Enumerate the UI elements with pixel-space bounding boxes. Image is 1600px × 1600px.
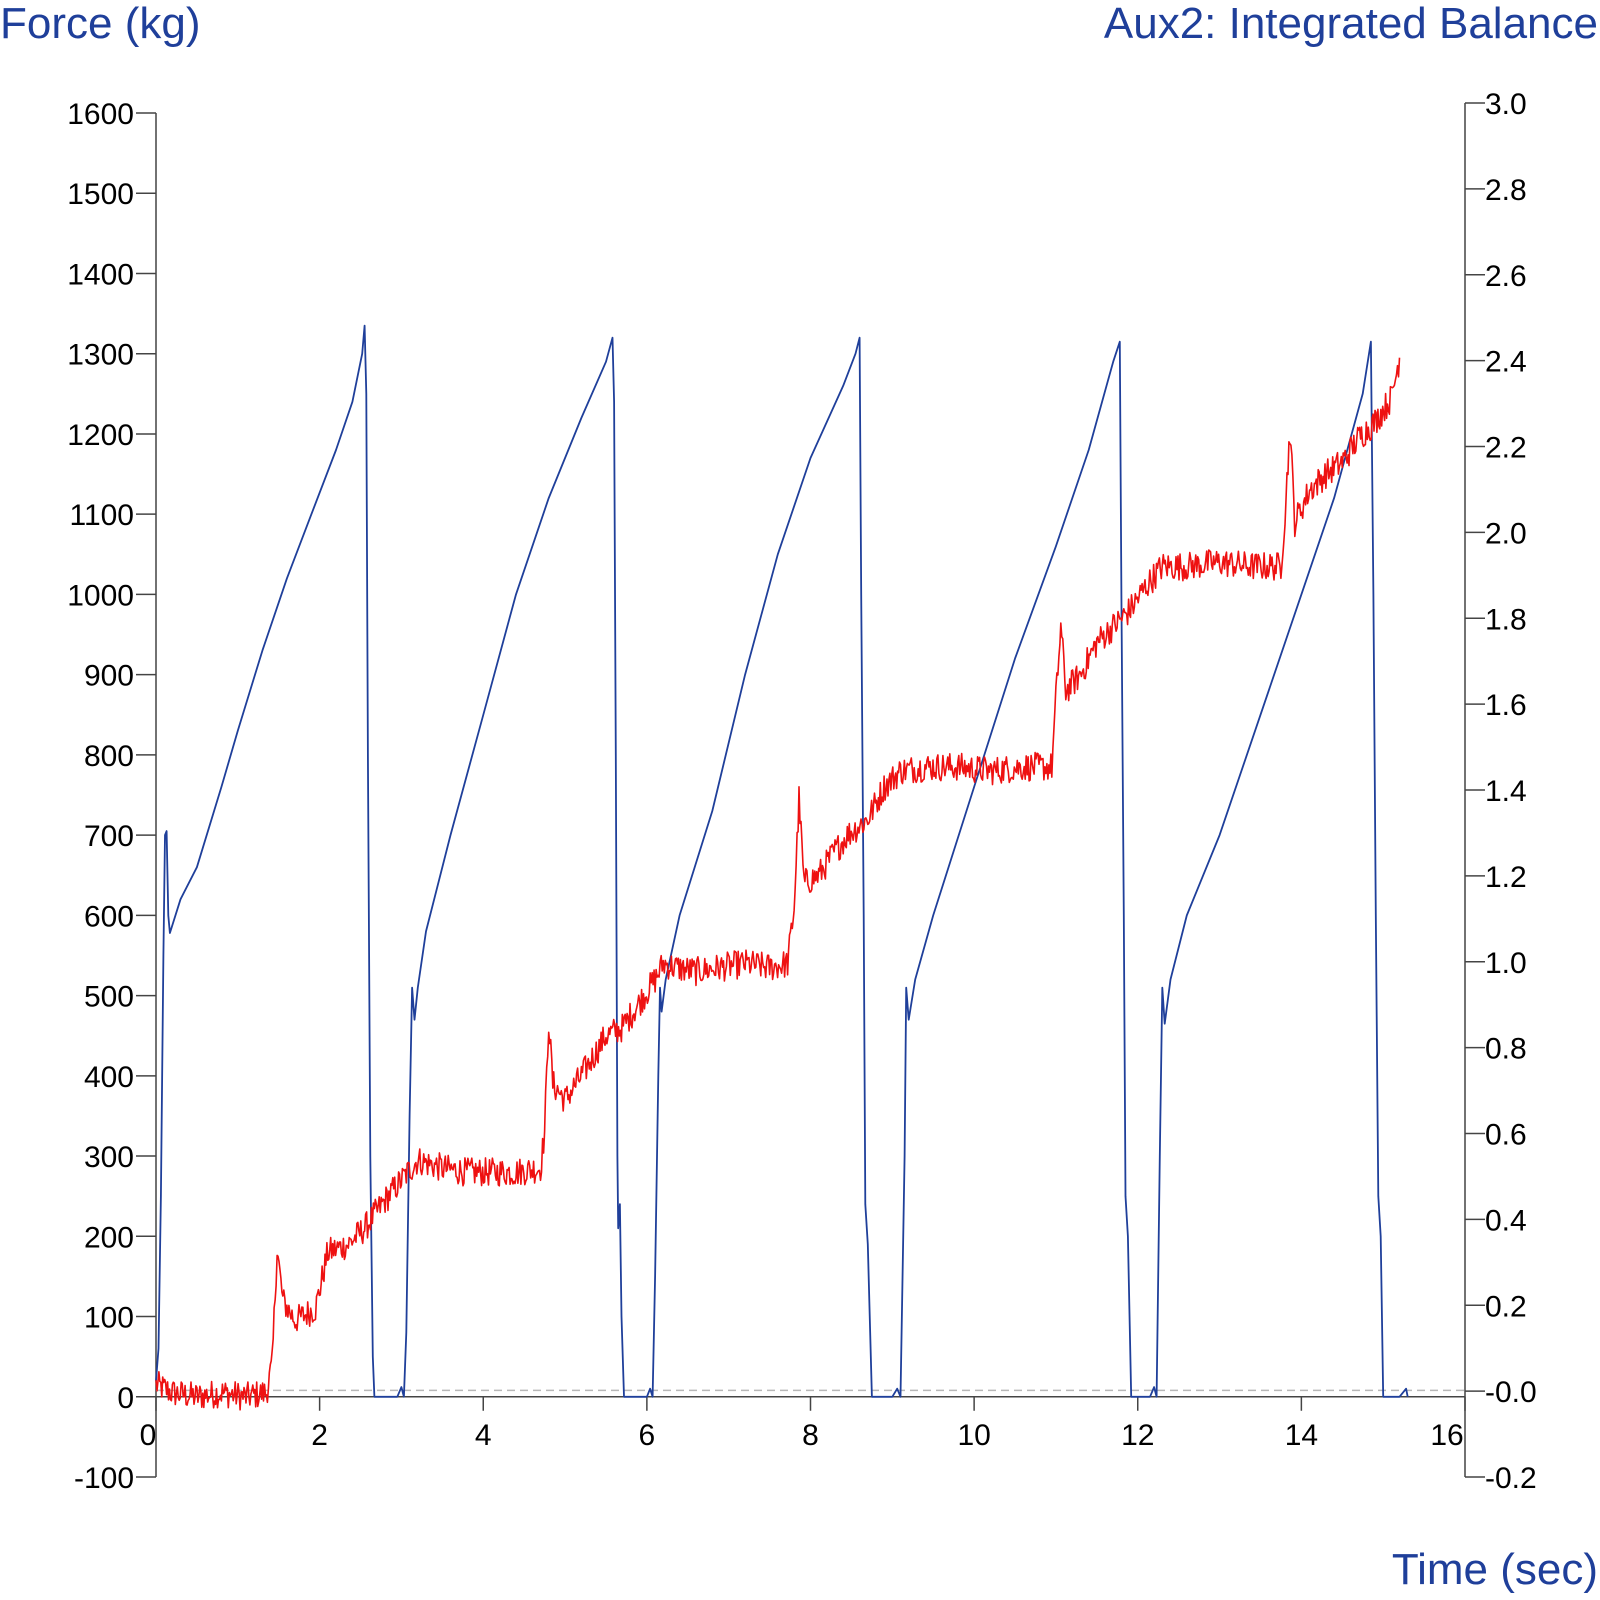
- y-left-tick-label: 1400: [67, 258, 134, 291]
- ticks: -100010020030040050060070080090010001100…: [67, 88, 1536, 1495]
- series-group: [155, 324, 1409, 1411]
- y-right-tick-label: 1.4: [1485, 775, 1527, 808]
- y-left-tick-label: 800: [84, 740, 134, 773]
- y-right-tick-label: 2.2: [1485, 432, 1527, 465]
- y-right-tick-label: 2.6: [1485, 260, 1527, 293]
- x-tick-label: 0: [140, 1419, 157, 1452]
- y-right-tick-label: 2.4: [1485, 346, 1527, 379]
- y-left-tick-label: 100: [84, 1302, 134, 1335]
- x-tick-label: 2: [311, 1419, 328, 1452]
- x-tick-label: 12: [1121, 1419, 1154, 1452]
- x-tick-label: 16: [1430, 1419, 1463, 1452]
- x-tick-label: 8: [802, 1419, 819, 1452]
- y-left-tick-label: 600: [84, 900, 134, 933]
- y-right-tick-label: -0.0: [1485, 1376, 1537, 1409]
- y-left-tick-label: 1500: [67, 178, 134, 211]
- y-left-tick-label: 1200: [67, 419, 134, 452]
- y-right-tick-label: 0.2: [1485, 1290, 1527, 1323]
- y-axis-right-title: Aux2: Integrated Balance: [1103, 0, 1598, 48]
- y-left-tick-label: 0: [117, 1382, 134, 1415]
- y-left-tick-label: 700: [84, 820, 134, 853]
- y-left-tick-label: 1600: [67, 98, 134, 131]
- y-right-tick-label: 2.0: [1485, 517, 1527, 550]
- y-right-tick-label: -0.2: [1485, 1462, 1537, 1495]
- y-right-tick-label: 0.4: [1485, 1204, 1527, 1237]
- y-right-tick-label: 2.8: [1485, 174, 1527, 207]
- y-right-tick-label: 1.2: [1485, 861, 1527, 894]
- y-left-tick-label: 300: [84, 1141, 134, 1174]
- y-left-tick-label: 500: [84, 981, 134, 1014]
- y-right-tick-label: 3.0: [1485, 88, 1527, 121]
- x-tick-label: 10: [957, 1419, 990, 1452]
- x-tick-label: 6: [639, 1419, 656, 1452]
- y-left-tick-label: 1000: [67, 579, 134, 612]
- y-right-tick-label: 1.0: [1485, 947, 1527, 980]
- y-right-tick-label: 0.8: [1485, 1033, 1527, 1066]
- y-left-tick-label: 900: [84, 660, 134, 693]
- x-axis-title: Time (sec): [1391, 1545, 1598, 1594]
- axes: [155, 103, 1466, 1477]
- y-right-tick-label: 1.8: [1485, 603, 1527, 636]
- y-left-tick-label: 400: [84, 1061, 134, 1094]
- series-line-0: [155, 324, 1409, 1398]
- x-tick-label: 4: [475, 1419, 492, 1452]
- y-left-tick-label: -100: [74, 1462, 134, 1495]
- y-left-tick-label: 200: [84, 1221, 134, 1254]
- series-line-1: [155, 357, 1401, 1411]
- y-right-tick-label: 1.6: [1485, 689, 1527, 722]
- y-left-tick-label: 1300: [67, 339, 134, 372]
- x-tick-label: 14: [1285, 1419, 1318, 1452]
- y-axis-left-title: Force (kg): [0, 0, 201, 48]
- y-left-tick-label: 1100: [69, 499, 134, 532]
- y-right-tick-label: 0.6: [1485, 1119, 1527, 1152]
